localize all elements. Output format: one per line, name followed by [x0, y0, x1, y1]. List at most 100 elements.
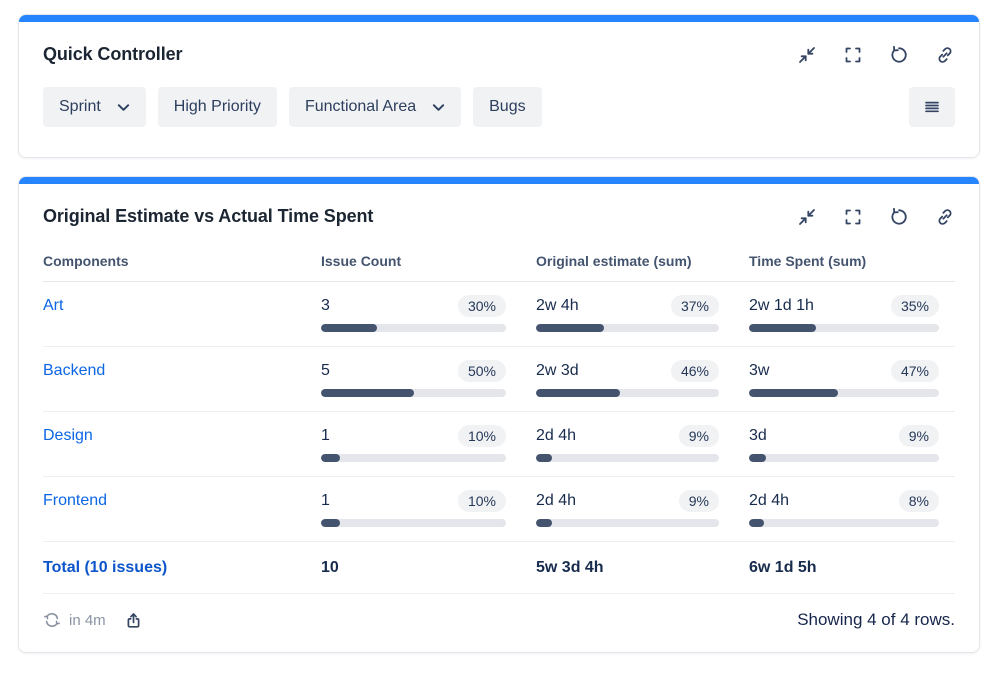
time-spent-percent-badge: 35%	[890, 295, 939, 317]
issue-count-progress-bar	[321, 519, 506, 527]
component-link[interactable]: Backend	[43, 362, 106, 379]
copy-link-button[interactable]	[935, 207, 955, 227]
original-estimate-progress-bar	[536, 519, 719, 527]
metric-time-spent: 3d 9%	[749, 425, 955, 462]
view-options-button[interactable]	[909, 87, 955, 127]
filter-chip-bugs[interactable]: Bugs	[473, 87, 542, 127]
original-estimate-value: 2d 4h	[536, 492, 577, 509]
metric-issue-count: 5 50%	[321, 360, 536, 397]
issue-count-percent-badge: 50%	[457, 360, 506, 382]
table-row: Design 1 10% 2d 4h 9% 3d 9%	[43, 412, 955, 477]
issue-count-value: 1	[321, 492, 330, 509]
export-button[interactable]	[124, 611, 143, 630]
fullscreen-icon	[845, 209, 861, 224]
column-header-2: Issue Count	[321, 253, 402, 269]
time-spent-percent-badge: 47%	[890, 360, 939, 382]
filter-bar: Sprint High Priority Functional Area Bugs	[19, 65, 979, 157]
original-estimate-progress-bar	[536, 324, 719, 332]
filter-chip-functional-area[interactable]: Functional Area	[288, 87, 462, 127]
original-estimate-progress-bar	[536, 454, 719, 462]
total-time-spent: 6w 1d 5h	[749, 559, 817, 576]
original-estimate-value: 2d 4h	[536, 427, 577, 444]
column-header-1: Components	[43, 253, 129, 269]
window-controls	[797, 207, 955, 227]
refresh-status: in 4m	[43, 611, 143, 630]
component-cell: Backend	[43, 360, 321, 382]
original-estimate-progress-fill	[536, 389, 621, 397]
fullscreen-button[interactable]	[843, 207, 863, 227]
panel-accent-bar	[19, 15, 979, 22]
time-spent-progress-bar	[749, 454, 939, 462]
column-header-3: Original estimate (sum)	[536, 253, 692, 269]
time-spent-value: 2d 4h	[749, 492, 790, 509]
time-spent-percent-badge: 8%	[898, 490, 939, 512]
original-estimate-progress-fill	[536, 519, 553, 527]
original-estimate-percent-badge: 46%	[670, 360, 719, 382]
table-menu-icon	[925, 101, 939, 113]
copy-link-button[interactable]	[935, 45, 955, 65]
auto-refresh-button[interactable]	[43, 611, 61, 629]
filter-chip-label: High Priority	[173, 98, 261, 115]
time-spent-progress-bar	[749, 324, 939, 332]
filter-chip-high-priority[interactable]: High Priority	[157, 87, 277, 127]
table-footer: in 4m Showing 4 of 4 rows.	[19, 594, 979, 652]
time-spent-value: 3d	[749, 427, 767, 444]
undo-icon	[891, 45, 907, 63]
table-header-row: Components Issue Count Original estimate (…	[43, 237, 955, 282]
filter-chip-sprint[interactable]: Sprint	[43, 87, 146, 127]
refresh-widget-button[interactable]	[889, 45, 909, 65]
filter-chip-label: Sprint	[59, 98, 101, 115]
issue-count-progress-fill	[321, 519, 340, 527]
metric-top: 2w 3d 46%	[536, 360, 719, 382]
share-icon	[127, 612, 140, 628]
filter-chip-label: Bugs	[489, 98, 526, 115]
total-issue-count: 10	[321, 559, 339, 576]
metric-issue-count: 1 10%	[321, 490, 536, 527]
total-label: Total (10 issues)	[43, 559, 168, 576]
component-link[interactable]: Art	[43, 297, 64, 314]
original-estimate-percent-badge: 9%	[678, 490, 719, 512]
metric-time-spent: 2w 1d 1h 35%	[749, 295, 955, 332]
metric-top: 5 50%	[321, 360, 506, 382]
metric-top: 1 10%	[321, 490, 506, 512]
issue-count-progress-fill	[321, 324, 377, 332]
time-spent-value: 2w 1d 1h	[749, 297, 814, 314]
panel-header: Original Estimate vs Actual Time Spent	[19, 184, 979, 227]
components-table: Components Issue Count Original estimate (…	[43, 237, 955, 594]
table-body: Art 3 30% 2w 4h 37% 2w 1d 1h 35% Backend 5 50% 2w …	[43, 282, 955, 542]
original-estimate-percent-badge: 9%	[678, 425, 719, 447]
time-spent-progress-bar	[749, 389, 939, 397]
quick-controller-panel: Quick Controller Sprint High Priority Func…	[18, 14, 980, 158]
component-link[interactable]: Frontend	[43, 492, 108, 509]
metric-top: 2w 4h 37%	[536, 295, 719, 317]
component-cell: Art	[43, 295, 321, 317]
collapse-icon	[799, 46, 815, 63]
panel-title: Original Estimate vs Actual Time Spent	[43, 206, 374, 226]
chevron-down-icon	[432, 103, 445, 111]
metric-top: 2w 1d 1h 35%	[749, 295, 939, 317]
refresh-countdown-text: in 4m	[69, 611, 106, 629]
time-spent-progress-fill	[749, 519, 765, 527]
collapse-button[interactable]	[797, 45, 817, 65]
component-cell: Design	[43, 425, 321, 447]
panel-accent-bar	[19, 177, 979, 184]
link-icon	[938, 46, 952, 63]
total-original-estimate: 5w 3d 4h	[536, 559, 604, 576]
refresh-icon	[44, 613, 60, 627]
collapse-button[interactable]	[797, 207, 817, 227]
original-estimate-value: 2w 4h	[536, 297, 579, 314]
row-count-text: Showing 4 of 4 rows.	[797, 610, 955, 629]
metric-top: 2d 4h 9%	[536, 490, 719, 512]
issue-count-value: 5	[321, 362, 330, 379]
metric-top: 2d 4h 9%	[536, 425, 719, 447]
issue-count-percent-badge: 30%	[457, 295, 506, 317]
link-icon	[938, 208, 952, 225]
table-row: Art 3 30% 2w 4h 37% 2w 1d 1h 35%	[43, 282, 955, 347]
metric-top: 3w 47%	[749, 360, 939, 382]
fullscreen-button[interactable]	[843, 45, 863, 65]
panel-title: Quick Controller	[43, 44, 183, 64]
component-link[interactable]: Design	[43, 427, 93, 444]
metric-time-spent: 2d 4h 8%	[749, 490, 955, 527]
fullscreen-icon	[845, 47, 861, 62]
refresh-widget-button[interactable]	[889, 207, 909, 227]
